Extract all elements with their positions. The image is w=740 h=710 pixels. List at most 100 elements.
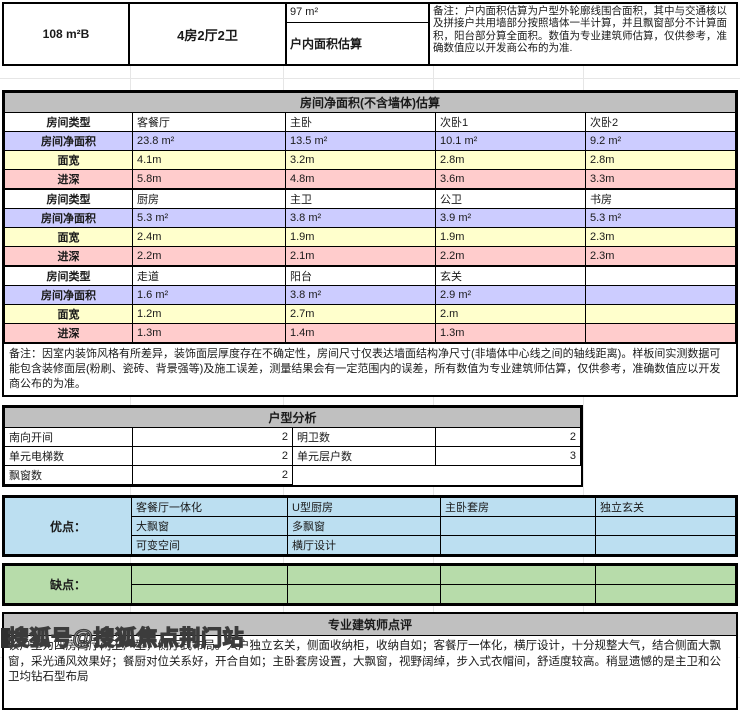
analysis-value-cell: 3: [435, 446, 581, 467]
width-cell: 1.9m: [435, 227, 586, 247]
watermark-text: 搜狐号@搜狐焦点荆门站: [7, 626, 244, 650]
table-row: 缺点：: [4, 565, 736, 605]
depth-cell: 5.8m: [132, 169, 286, 190]
depth-cell: 2.3m: [585, 246, 736, 267]
layout-type-cell: 4房2厅2卫: [130, 4, 287, 64]
table-row: 优点： 客餐厅一体化 U型厨房 主卧套房 独立玄关: [4, 497, 736, 556]
room-type-cell: 主卧: [285, 112, 436, 132]
table-row: 面宽 2.4m 1.9m 1.9m 2.3m: [4, 227, 736, 247]
width-cell: 2.8m: [585, 150, 736, 170]
depth-cell: 2.2m: [435, 246, 586, 267]
width-cell: 2.7m: [285, 304, 436, 324]
depth-cell: 3.3m: [585, 169, 736, 190]
pro-item-cell: 独立玄关: [595, 497, 736, 518]
room-type-cell: 次卧1: [435, 112, 586, 132]
pro-item-cell: 横厅设计: [287, 535, 441, 556]
con-item-cell: [131, 565, 288, 586]
row-label-cell: 面宽: [4, 304, 133, 324]
net-area-cell: 3.9 m²: [435, 208, 586, 228]
row-label-cell: 房间净面积: [4, 208, 133, 228]
table-row: 大飘窗 多飘窗: [5, 516, 736, 537]
con-item-cell: [595, 584, 736, 605]
con-item-cell: [595, 565, 736, 586]
analysis-value-cell: 2: [435, 427, 581, 448]
depth-cell: 2.2m: [132, 246, 286, 267]
table-row: 房间类型 厨房 主卫 公卫 书房: [4, 188, 736, 209]
analysis-label-cell: 飘窗数: [4, 465, 133, 486]
depth-cell: 1.4m: [285, 323, 436, 343]
room-type-cell: 厨房: [132, 188, 286, 209]
width-cell: 1.9m: [285, 227, 436, 247]
net-area-cell: 5.3 m²: [132, 208, 286, 228]
table-row: 进深 5.8m 4.8m 3.6m 3.3m: [4, 169, 736, 190]
net-area-cell: [585, 285, 736, 305]
analysis-label-cell: 南向开间: [4, 427, 133, 448]
room-area-table: 房间净面积(不含墙体)估算 房间类型 客餐厅 主卧 次卧1 次卧2 房间净面积 …: [4, 92, 736, 343]
table-row: 面宽 1.2m 2.7m 2.m: [4, 304, 736, 324]
pros-section: 优点： 客餐厅一体化 U型厨房 主卧套房 独立玄关 大飘窗 多飘窗 可变空间 横…: [2, 495, 738, 558]
net-area-cell: 2.9 m²: [435, 285, 586, 305]
layout-type-label: 4房2厅2卫: [177, 27, 238, 43]
net-area-cell: 5.3 m²: [585, 208, 736, 228]
analysis-label-cell: 单元电梯数: [4, 446, 133, 467]
sohu-watermark: 搜狐号@搜狐焦点荆门站: [1, 622, 244, 652]
pro-item-cell: 可变空间: [131, 535, 288, 556]
row-label-cell: 房间类型: [4, 265, 133, 286]
room-type-cell: 书房: [585, 188, 736, 209]
row-label-cell: 房间类型: [4, 112, 133, 132]
con-item-cell: [287, 584, 441, 605]
row-label-cell: 进深: [4, 246, 133, 267]
row-label-cell: 房间类型: [4, 188, 133, 209]
empty-cell: [293, 466, 436, 485]
width-cell: [585, 304, 736, 324]
con-item-cell: [287, 565, 441, 586]
pro-item-cell: 主卧套房: [440, 497, 596, 518]
table-row: 进深 2.2m 2.1m 2.2m 2.3m: [4, 246, 736, 267]
net-area-cell: 3.8 m²: [285, 208, 436, 228]
depth-cell: [585, 323, 736, 343]
net-area-cell: 3.8 m²: [285, 285, 436, 305]
unit-summary-box: 108 m²B 4房2厅2卫 97 m² 户内面积估算 备注：户内面积估算为户型…: [2, 2, 738, 66]
table-row: [5, 584, 736, 605]
width-cell: 2.4m: [132, 227, 286, 247]
empty-cell: [436, 466, 581, 485]
con-item-cell: [440, 565, 596, 586]
width-cell: 2.3m: [585, 227, 736, 247]
net-area-cell: 1.6 m²: [132, 285, 286, 305]
net-area-cell: 10.1 m²: [435, 131, 586, 151]
table-row: 房间净面积 5.3 m² 3.8 m² 3.9 m² 5.3 m²: [4, 208, 736, 228]
row-label-cell: 面宽: [4, 227, 133, 247]
table-row: 单元电梯数 2 单元层户数 3: [4, 446, 581, 467]
inner-area-value: 97 m²: [287, 4, 428, 23]
depth-cell: 1.3m: [435, 323, 586, 343]
table-row: 可变空间 横厅设计: [5, 535, 736, 556]
room-type-cell: 阳台: [285, 265, 436, 286]
row-label-cell: 房间净面积: [4, 131, 133, 151]
depth-cell: 1.3m: [132, 323, 286, 343]
width-cell: 2.m: [435, 304, 586, 324]
table-row: 房间类型 走道 阳台 玄关: [4, 265, 736, 286]
analysis-label-cell: 明卫数: [292, 427, 436, 448]
width-cell: 1.2m: [132, 304, 286, 324]
analysis-title: 户型分析: [4, 407, 581, 429]
room-table-title: 房间净面积(不含墙体)估算: [4, 92, 736, 113]
cons-table: 缺点：: [4, 565, 736, 605]
width-cell: 3.2m: [285, 150, 436, 170]
pro-item-cell: 多飘窗: [287, 516, 441, 537]
pros-table: 优点： 客餐厅一体化 U型厨房 主卧套房 独立玄关 大飘窗 多飘窗 可变空间 横…: [4, 497, 736, 556]
pro-item-cell: [440, 516, 596, 537]
room-type-cell: 走道: [132, 265, 286, 286]
pro-item-cell: [595, 516, 736, 537]
unit-area-label: 108 m²B: [42, 27, 90, 41]
table-row: 南向开间 2 明卫数 2: [4, 427, 581, 448]
con-item-cell: [440, 584, 596, 605]
room-type-cell: [585, 265, 736, 286]
table-row: 房间类型 客餐厅 主卧 次卧1 次卧2: [4, 112, 736, 132]
width-cell: 2.8m: [435, 150, 586, 170]
depth-cell: 2.1m: [285, 246, 436, 267]
table-row: 飘窗数 2: [4, 465, 581, 486]
watermark-fragment-glyph: [1, 628, 10, 648]
net-area-cell: 13.5 m²: [285, 131, 436, 151]
table-row: 房间净面积 1.6 m² 3.8 m² 2.9 m²: [4, 285, 736, 305]
row-label-cell: 进深: [4, 323, 133, 343]
